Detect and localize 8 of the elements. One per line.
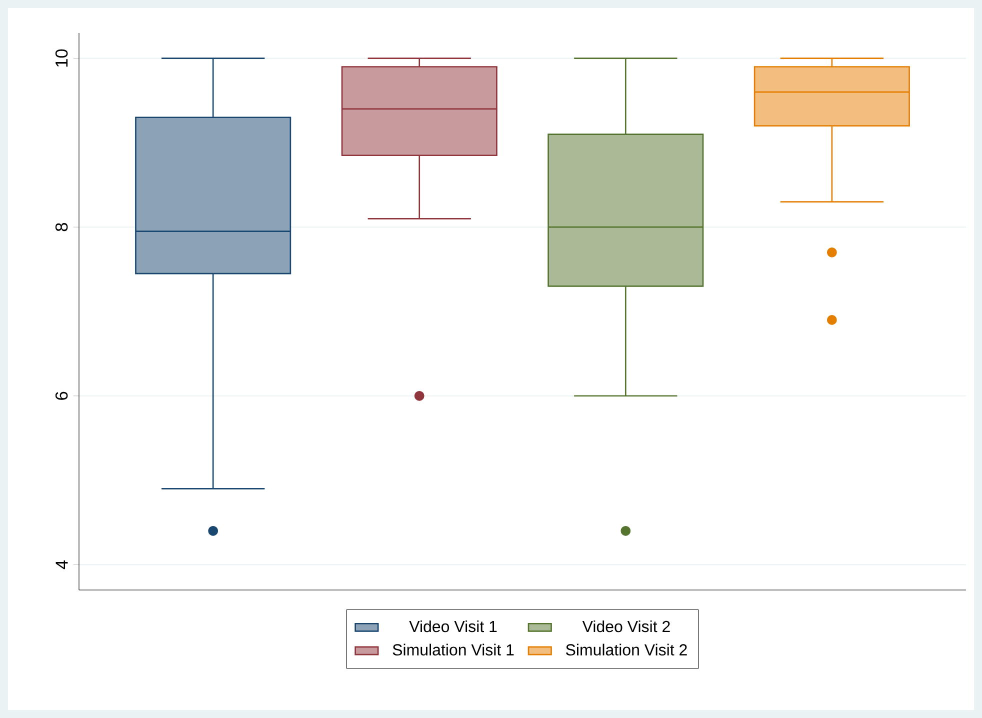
y-tick-label: 6 — [55, 392, 68, 400]
y-tick-label: 8 — [55, 223, 68, 232]
y-tick-label: 10 — [55, 49, 68, 67]
legend-label: Video Visit 1 — [409, 620, 497, 632]
legend-label: Simulation Visit 1 — [392, 644, 514, 656]
legend-label: Video Visit 2 — [582, 620, 670, 632]
y-tick-label: 4 — [56, 560, 68, 570]
legend-label: Simulation Visit 2 — [566, 644, 687, 656]
